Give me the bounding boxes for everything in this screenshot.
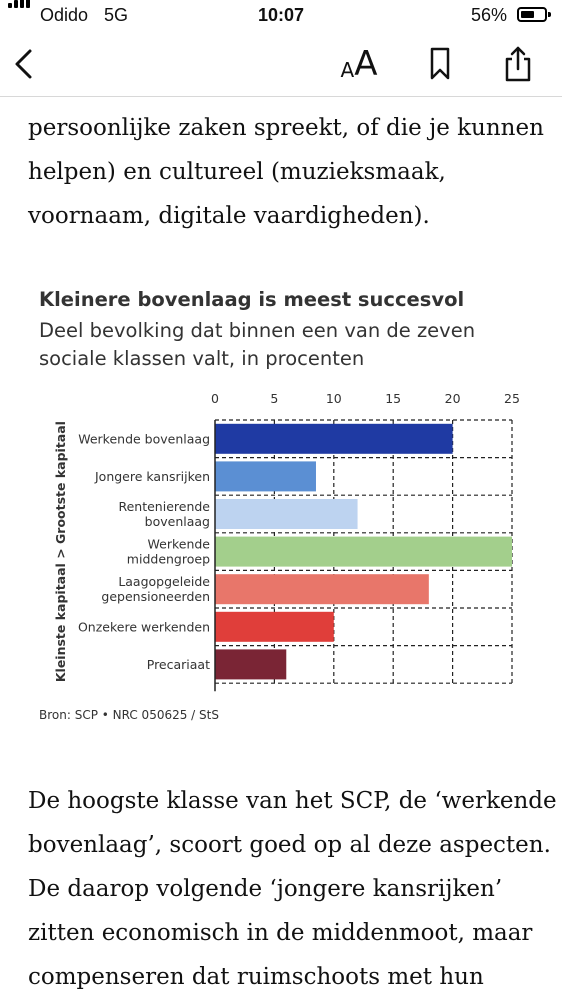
text-size-large-a: A (354, 44, 378, 84)
category-label: Werkende (148, 537, 211, 552)
chart-subtitle-line: Deel bevolking dat binnen een van de zev… (39, 319, 476, 342)
bookmark-icon (430, 47, 450, 80)
chart-subtitle: Deel bevolking dat binnen een van de zev… (39, 317, 475, 373)
x-tick-label: 20 (445, 391, 461, 406)
paragraph-line: compenseren dat ruimschoots met hun (28, 964, 484, 990)
category-label: Onzekere werkenden (78, 619, 210, 634)
carrier-name: Odido (40, 5, 89, 25)
back-button[interactable] (4, 32, 44, 96)
category-label: Jongere kansrijken (94, 469, 210, 484)
paragraph-line: De hoogste klasse van het SCP, de ‘werke… (28, 788, 557, 814)
article-paragraph-bottom: De hoogste klasse van het SCP, de ‘werke… (28, 779, 557, 999)
bar (215, 611, 334, 642)
x-tick-label: 0 (211, 391, 219, 406)
bookmark-button[interactable] (424, 32, 456, 96)
battery-icon (517, 7, 551, 22)
category-label: Laagopgeleide (118, 574, 210, 589)
paragraph-line: persoonlijke zaken spreekt, of die je ku… (28, 115, 544, 141)
bar (215, 536, 512, 567)
text-size-small-a: A (340, 58, 355, 82)
paragraph-line: zitten economisch in de middenmoot, maar (28, 920, 533, 946)
y-axis-label: Kleinste kapitaal > Grootste kapitaal (53, 421, 68, 682)
chevron-left-icon (15, 49, 32, 79)
chart-source: Bron: SCP • NRC 050625 / StS (39, 708, 219, 722)
chart-title: Kleinere bovenlaag is meest succesvol (39, 288, 465, 311)
x-tick-label: 5 (270, 391, 278, 406)
bar (215, 574, 429, 605)
bar (215, 649, 287, 680)
category-label: bovenlaag (145, 514, 210, 529)
bar (215, 461, 316, 492)
clock: 10:07 (257, 5, 305, 25)
paragraph-line: helpen) en cultureel (muzieksmaak, (28, 159, 446, 185)
bar (215, 499, 358, 529)
category-label: Precariaat (147, 657, 210, 672)
x-tick-label: 25 (504, 391, 520, 406)
chart-subtitle-line: sociale klassen valt, in procenten (39, 347, 365, 370)
x-tick-label: 15 (385, 391, 401, 406)
network-type: 5G (104, 5, 129, 25)
x-tick-label: 10 (326, 391, 342, 406)
article-paragraph-top: persoonlijke zaken spreekt, of die je ku… (28, 106, 548, 238)
battery-percentage: 56% (471, 5, 508, 25)
paragraph-line: De daarop volgende ‘jongere kansrijken’ (28, 876, 503, 902)
bar (215, 423, 453, 454)
paragraph-line: voornaam, digitale vaardigheden). (28, 203, 430, 229)
bar-chart: 0 5 10 15 20 25 Werkende bovenlaag Jongere kans… (53, 391, 520, 692)
category-label: gepensioneerden (101, 589, 210, 604)
paragraph-line: bovenlaag’, scoort goed op al deze aspec… (28, 832, 551, 858)
category-label: middengroep (127, 552, 210, 567)
share-icon (505, 46, 531, 82)
category-label: Rentenierende (118, 499, 210, 514)
category-label: Werkende bovenlaag (78, 431, 210, 446)
status-bar: Odido 5G 10:07 56% (0, 0, 562, 32)
share-button[interactable] (500, 32, 536, 96)
